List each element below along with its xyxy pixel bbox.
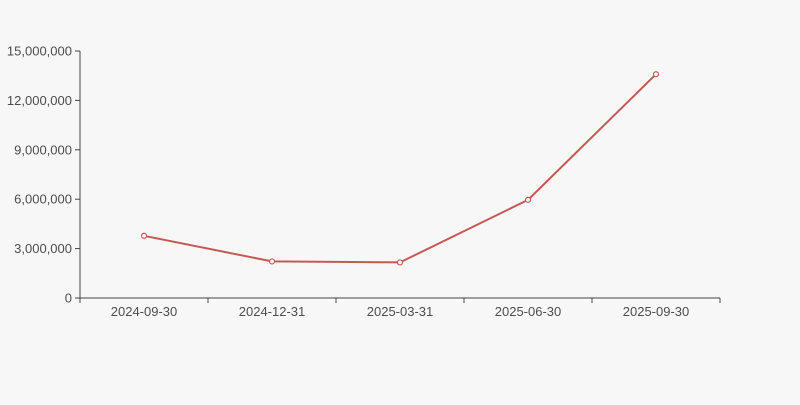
data-point-marker[interactable]: [652, 71, 660, 78]
y-axis-tick-label: 12,000,000: [7, 93, 72, 108]
y-axis-tick-label: 0: [65, 291, 72, 306]
x-axis-label: 2024-12-31: [239, 304, 306, 319]
data-point-marker[interactable]: [140, 232, 148, 239]
y-axis-tick-label: 3,000,000: [14, 241, 72, 256]
x-axis-label: 2025-09-30: [623, 304, 690, 319]
data-point-marker[interactable]: [524, 196, 532, 203]
y-axis-tick-label: 9,000,000: [14, 142, 72, 157]
y-axis-tick-label: 6,000,000: [14, 192, 72, 207]
x-axis-label: 2024-09-30: [111, 304, 178, 319]
x-axis-label: 2025-03-31: [367, 304, 434, 319]
y-axis-tick-label: 15,000,000: [7, 44, 72, 59]
x-axis-label: 2025-06-30: [495, 304, 562, 319]
data-point-marker[interactable]: [268, 258, 276, 265]
data-point-marker[interactable]: [396, 259, 404, 266]
